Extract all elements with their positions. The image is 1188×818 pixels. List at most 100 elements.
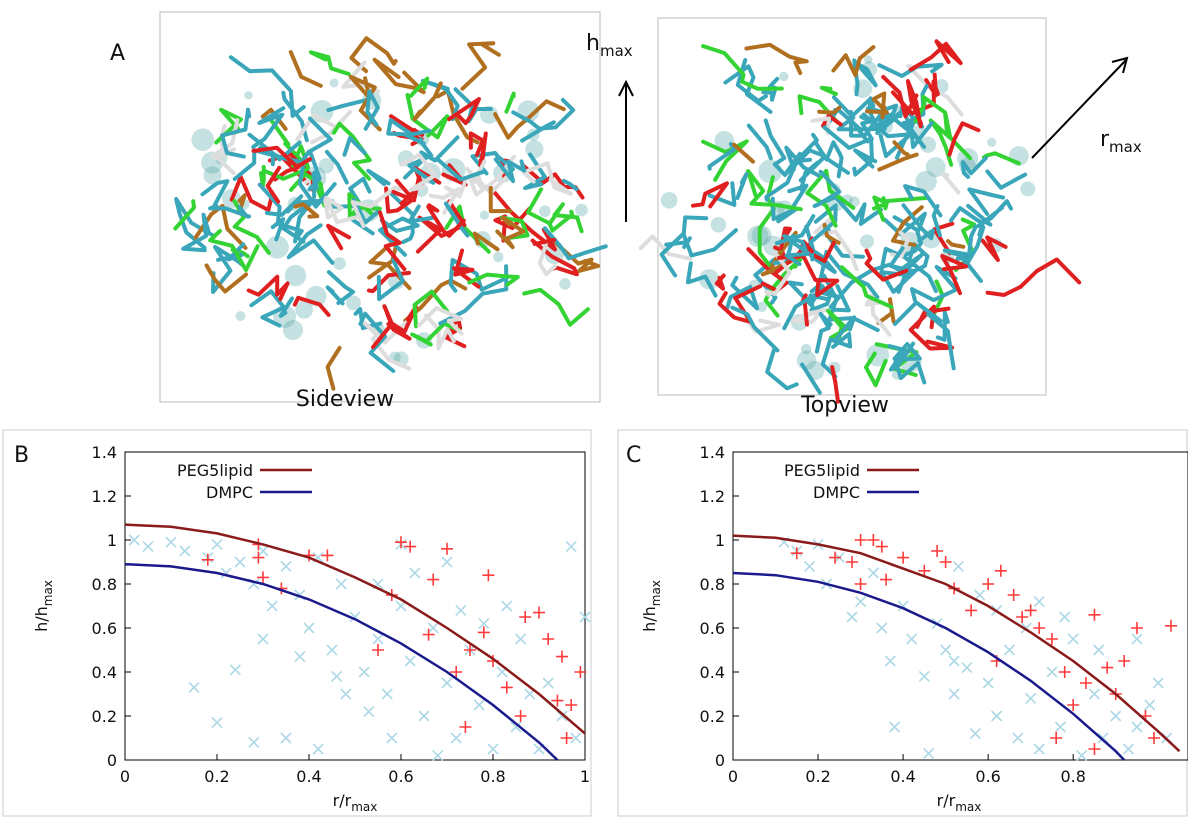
tube [493, 157, 527, 184]
x-tick-label: 1 [580, 767, 590, 786]
point [876, 622, 888, 634]
point [1093, 644, 1105, 656]
x-tick-label: 0 [120, 767, 130, 786]
tube [879, 246, 917, 294]
y-tick-label: 0 [107, 751, 117, 770]
y-tick-label: 0.8 [700, 575, 725, 594]
tube [960, 156, 988, 179]
point [1131, 633, 1143, 645]
point [303, 622, 315, 634]
water-blob [756, 301, 768, 312]
tube [251, 106, 286, 149]
tube [214, 107, 243, 145]
tube [259, 165, 266, 188]
tube [561, 178, 579, 192]
point [229, 664, 241, 676]
point [450, 666, 463, 678]
point [1007, 589, 1020, 601]
tube [833, 315, 857, 343]
water-blob [779, 71, 789, 82]
water-blob [479, 210, 490, 220]
point [294, 651, 306, 663]
y-tick-label: 1.4 [700, 443, 725, 462]
tube [412, 81, 443, 122]
tube [295, 113, 337, 142]
tube [325, 285, 345, 306]
r-arrow [1031, 59, 1127, 159]
water-blob [346, 295, 361, 311]
point [556, 650, 568, 663]
tube [746, 247, 789, 293]
tube [817, 105, 842, 115]
tube [412, 289, 450, 329]
tube [903, 184, 943, 218]
point [1076, 750, 1088, 762]
y-label-main: h/h [32, 606, 51, 632]
x-label-main: r/r [333, 791, 352, 810]
tube [292, 295, 331, 317]
tube [452, 248, 481, 289]
point [570, 732, 582, 744]
tube [746, 169, 803, 212]
water-blob [660, 191, 678, 209]
point [1033, 622, 1046, 634]
y-tick-label: 0 [715, 751, 725, 770]
tube [821, 113, 843, 128]
point [965, 604, 978, 617]
point [565, 699, 578, 711]
tube [174, 197, 217, 250]
tube [764, 251, 792, 297]
tube [877, 113, 934, 149]
point [931, 545, 944, 557]
point [234, 556, 246, 568]
legend-label: PEG5lipid [177, 461, 253, 480]
water-blob [714, 130, 735, 151]
water-blob [1020, 181, 1036, 197]
tube [638, 234, 693, 261]
tube [308, 50, 351, 76]
tube [405, 93, 450, 140]
point [1110, 710, 1122, 722]
tube [493, 99, 566, 140]
point [211, 538, 223, 550]
point [923, 747, 935, 759]
y-tick-label: 1.2 [92, 487, 117, 506]
tube [746, 123, 773, 161]
tube [985, 257, 1082, 297]
point [1088, 608, 1101, 621]
tube [323, 195, 361, 225]
x-tick-label: 0.2 [805, 767, 830, 786]
water-blob [525, 140, 544, 159]
point [974, 589, 986, 601]
tube [831, 95, 856, 130]
tube [732, 142, 755, 164]
tube [488, 186, 513, 214]
point [829, 551, 842, 564]
point [574, 666, 587, 678]
tube [532, 238, 557, 246]
curve [732, 571, 1126, 761]
plot-area [124, 451, 586, 761]
point [441, 677, 453, 689]
point [1067, 699, 1080, 711]
water-blob [987, 137, 997, 147]
tube [399, 152, 437, 192]
y-tick-label: 0.6 [92, 619, 117, 638]
legend-label: DMPC [813, 483, 860, 502]
tube [278, 296, 294, 318]
water-blob [284, 264, 307, 287]
point [982, 578, 995, 590]
tube [820, 331, 853, 379]
point [1054, 721, 1066, 733]
point [252, 551, 265, 564]
tube [265, 165, 282, 204]
point [533, 606, 545, 619]
point [961, 662, 973, 674]
panel-label: A [110, 41, 125, 66]
point [165, 536, 177, 548]
r-sub: max [1109, 138, 1142, 156]
x-tick-label: 0 [728, 767, 738, 786]
point [514, 710, 527, 722]
point [128, 534, 140, 546]
